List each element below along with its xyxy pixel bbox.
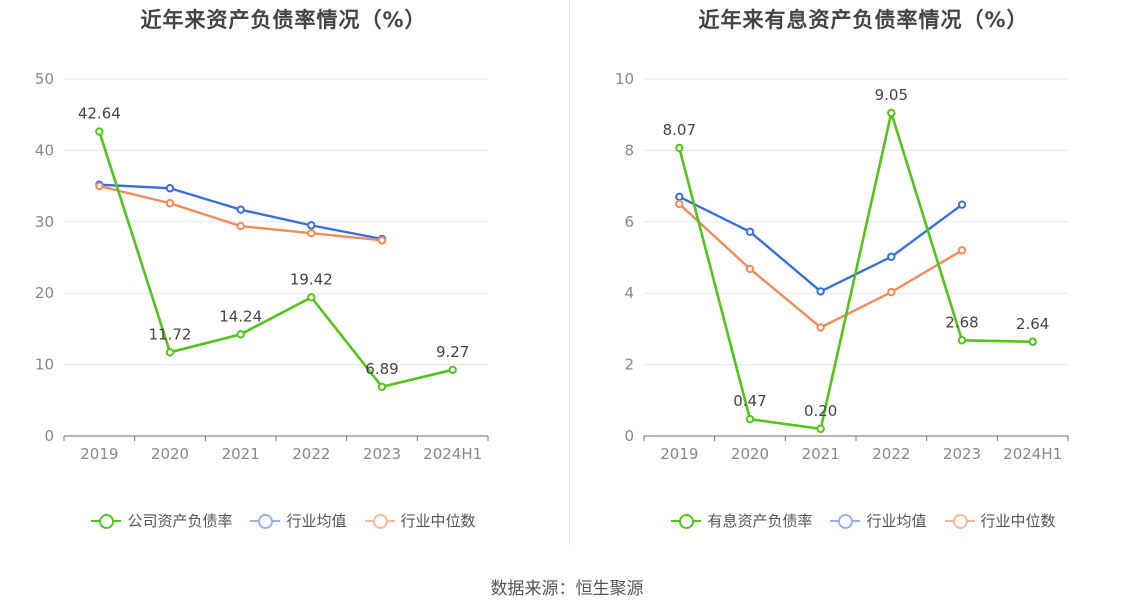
data-label: 0.47 bbox=[733, 392, 766, 410]
y-tick-label: 50 bbox=[35, 70, 54, 88]
legend-label: 行业中位数 bbox=[400, 512, 476, 530]
data-point bbox=[675, 199, 684, 209]
panel-divider bbox=[569, 0, 570, 545]
legend-item[interactable]: 公司资产负债率 bbox=[91, 510, 232, 531]
data-point bbox=[887, 287, 896, 297]
series-line bbox=[98, 131, 453, 389]
legend-label: 公司资产负债率 bbox=[127, 512, 233, 530]
data-point bbox=[448, 365, 457, 375]
legend-marker-icon bbox=[364, 513, 395, 529]
x-tick-label: 2024H1 bbox=[1003, 445, 1062, 463]
data-label: 2.64 bbox=[1016, 315, 1049, 333]
legend-marker-icon bbox=[671, 513, 702, 529]
data-point bbox=[816, 323, 825, 332]
chart-panel-right: 近年来有息资产负债率情况（%） 0 2 4 6 8 10 2019 2020 2021 2022 2… bbox=[580, 0, 1134, 560]
y-tick-label: 2 bbox=[624, 356, 634, 374]
data-point bbox=[307, 229, 316, 238]
legend-marker-icon bbox=[250, 513, 281, 529]
legend-item[interactable]: 行业均值 bbox=[830, 510, 927, 531]
data-point bbox=[95, 127, 104, 136]
legend-marker-icon bbox=[944, 513, 975, 529]
data-label: 0.20 bbox=[804, 402, 837, 420]
data-point bbox=[95, 181, 104, 191]
y-tick-label: 0 bbox=[624, 427, 634, 445]
data-point bbox=[745, 264, 755, 274]
x-tick-label: 2021 bbox=[802, 445, 840, 463]
x-tick-label: 2023 bbox=[943, 445, 981, 463]
legend-label: 行业均值 bbox=[866, 512, 927, 530]
y-tick-label: 30 bbox=[35, 213, 54, 231]
y-tick-label: 40 bbox=[35, 141, 54, 159]
data-point bbox=[165, 348, 175, 357]
data-point bbox=[957, 336, 967, 345]
data-label: 11.72 bbox=[149, 325, 192, 343]
x-tick-label: 2022 bbox=[872, 445, 910, 463]
legend-label: 有息资产负债率 bbox=[707, 512, 813, 530]
chart-plot: 0 10 20 30 40 50 2019 2020 2021 2022 2023 2024H1 42.… bbox=[35, 70, 489, 463]
x-tick-label: 2024H1 bbox=[423, 445, 482, 463]
data-point bbox=[236, 221, 245, 231]
data-point bbox=[307, 221, 316, 230]
chart-title: 近年来资产负债率情况（%） bbox=[140, 8, 427, 32]
legend-label: 行业均值 bbox=[286, 512, 347, 530]
data-point bbox=[675, 143, 684, 153]
legend-label: 行业中位数 bbox=[980, 512, 1056, 530]
data-label: 19.42 bbox=[290, 270, 333, 288]
data-point bbox=[165, 199, 175, 208]
data-point bbox=[236, 330, 245, 339]
data-point bbox=[165, 184, 175, 193]
x-tick-label: 2023 bbox=[363, 445, 401, 463]
legend-marker-icon bbox=[830, 513, 861, 529]
data-point bbox=[957, 246, 967, 255]
data-label: 2.68 bbox=[945, 313, 978, 331]
legend-item[interactable]: 行业均值 bbox=[250, 510, 347, 531]
x-tick-label: 2021 bbox=[222, 445, 260, 463]
data-point bbox=[887, 252, 896, 261]
data-point bbox=[816, 287, 825, 296]
data-point bbox=[1028, 337, 1037, 346]
data-point bbox=[816, 424, 825, 434]
data-point bbox=[745, 227, 755, 236]
x-tick-label: 2020 bbox=[731, 445, 769, 463]
data-label: 14.24 bbox=[219, 307, 262, 325]
data-point bbox=[377, 236, 387, 245]
data-label: 9.27 bbox=[436, 343, 469, 361]
data-label: 9.05 bbox=[875, 86, 908, 104]
data-point bbox=[957, 200, 967, 209]
y-tick-label: 4 bbox=[624, 284, 634, 302]
data-label: 42.64 bbox=[78, 105, 121, 123]
y-tick-label: 10 bbox=[35, 356, 54, 374]
data-source-footer: 数据来源：恒生聚源 bbox=[490, 579, 644, 599]
chart-title: 近年来有息资产负债率情况（%） bbox=[698, 8, 1029, 32]
data-point bbox=[887, 108, 896, 118]
x-tick-label: 2020 bbox=[151, 445, 189, 463]
data-point bbox=[307, 293, 316, 302]
x-tick-label: 2019 bbox=[80, 445, 118, 463]
chart-legend: 有息资产负债率 行业均值 行业中位数 bbox=[580, 510, 1134, 531]
data-point bbox=[377, 382, 387, 392]
data-point bbox=[236, 205, 245, 214]
data-point bbox=[675, 192, 684, 202]
y-tick-label: 0 bbox=[44, 427, 54, 445]
x-tick-label: 2022 bbox=[292, 445, 330, 463]
series-line bbox=[678, 111, 1033, 431]
chart-plot: 0 2 4 6 8 10 2019 2020 2021 2022 2023 2024H1 8.07 0.4… bbox=[615, 70, 1069, 463]
legend-item[interactable]: 行业中位数 bbox=[944, 510, 1056, 531]
y-tick-label: 20 bbox=[35, 284, 54, 302]
chart-panel-left: 近年来资产负债率情况（%） 0 10 20 30 40 50 2019 2020 2021 202… bbox=[0, 0, 567, 560]
data-point bbox=[745, 415, 755, 424]
data-label: 6.89 bbox=[365, 360, 398, 378]
legend-item[interactable]: 行业中位数 bbox=[364, 510, 476, 531]
data-label: 8.07 bbox=[663, 121, 696, 139]
legend-item[interactable]: 有息资产负债率 bbox=[671, 510, 812, 531]
y-tick-label: 6 bbox=[624, 213, 634, 231]
chart-legend: 公司资产负债率 行业均值 行业中位数 bbox=[0, 510, 567, 531]
y-tick-label: 10 bbox=[615, 70, 634, 88]
x-tick-label: 2019 bbox=[660, 445, 698, 463]
y-tick-label: 8 bbox=[624, 141, 634, 159]
legend-marker-icon bbox=[91, 513, 122, 529]
